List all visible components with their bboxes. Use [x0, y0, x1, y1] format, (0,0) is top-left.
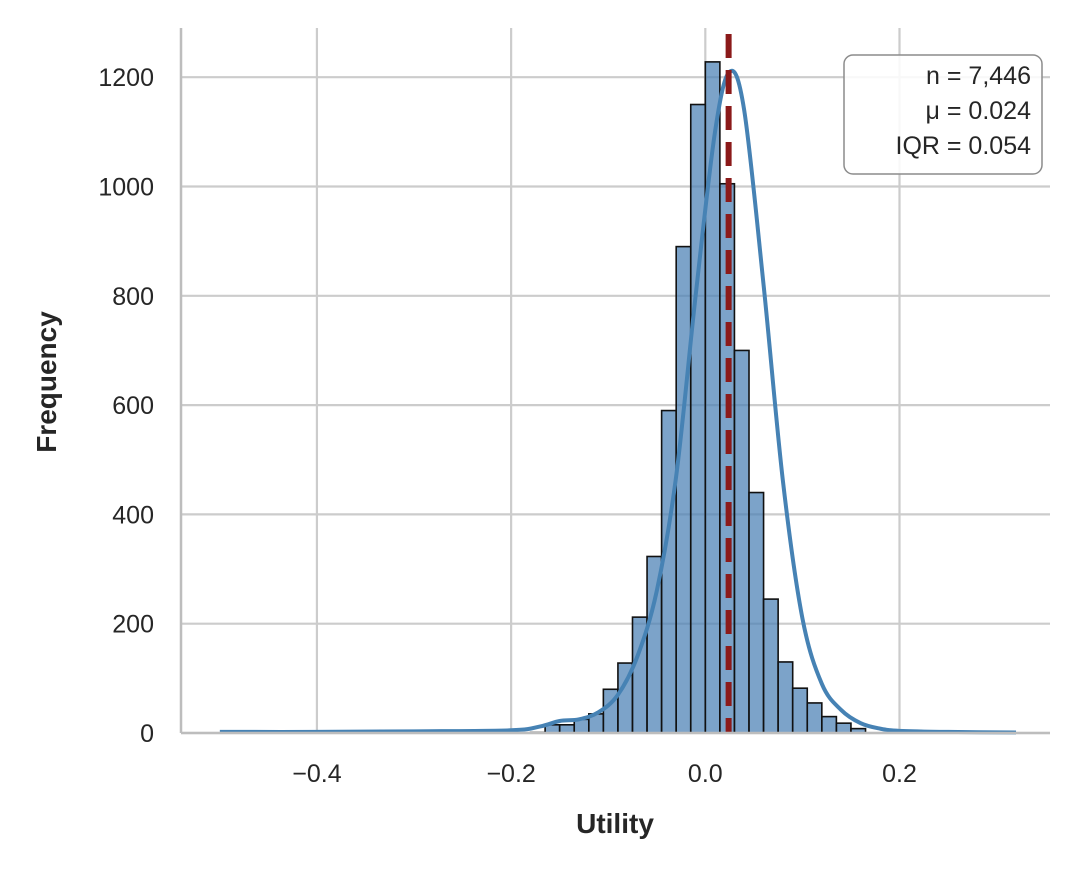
- y-tick-label: 600: [112, 392, 154, 420]
- histogram-bar: [835, 722, 852, 734]
- histogram-bar: [821, 715, 838, 734]
- y-tick-label: 0: [140, 720, 154, 748]
- bars-layer: [529, 61, 867, 734]
- histogram-bar: [675, 245, 692, 734]
- x-tick-label: −0.2: [486, 760, 535, 788]
- x-tick-label: 0.2: [882, 760, 917, 788]
- histogram-bar: [762, 598, 779, 734]
- y-axis-label: Frequency: [31, 311, 62, 453]
- x-tick-label: 0.0: [688, 760, 723, 788]
- y-tick-label: 200: [112, 611, 154, 639]
- stats-mean: μ = 0.024: [926, 97, 1032, 125]
- stats-box-frame: [843, 54, 1043, 175]
- axes-layer: [179, 28, 1050, 735]
- stats-n: n = 7,446: [926, 62, 1031, 90]
- histogram-bar: [777, 661, 794, 734]
- histogram-bar: [748, 491, 765, 734]
- x-tick-label: −0.4: [292, 760, 341, 788]
- stats-box: n = 7,446 μ = 0.024 IQR = 0.054: [843, 54, 1043, 175]
- kde-layer: [219, 68, 1017, 735]
- y-tick-label: 800: [112, 283, 154, 311]
- histogram-bar: [733, 349, 750, 734]
- y-tick-label: 1200: [98, 64, 154, 92]
- histogram-bar: [660, 409, 677, 734]
- histogram-bar: [791, 687, 809, 734]
- x-axis-label: Utility: [576, 808, 654, 839]
- y-tick-label: 400: [112, 501, 154, 529]
- histogram-bar: [689, 103, 707, 734]
- y-tick-label: 1000: [98, 173, 154, 201]
- stats-iqr: IQR = 0.054: [896, 132, 1032, 160]
- ticks-layer: −0.4 −0.2 0.0 0.2 0 200 400 600 800 1000 1200: [98, 64, 917, 788]
- kde-curve: [219, 68, 1017, 735]
- histogram-bar: [806, 702, 823, 734]
